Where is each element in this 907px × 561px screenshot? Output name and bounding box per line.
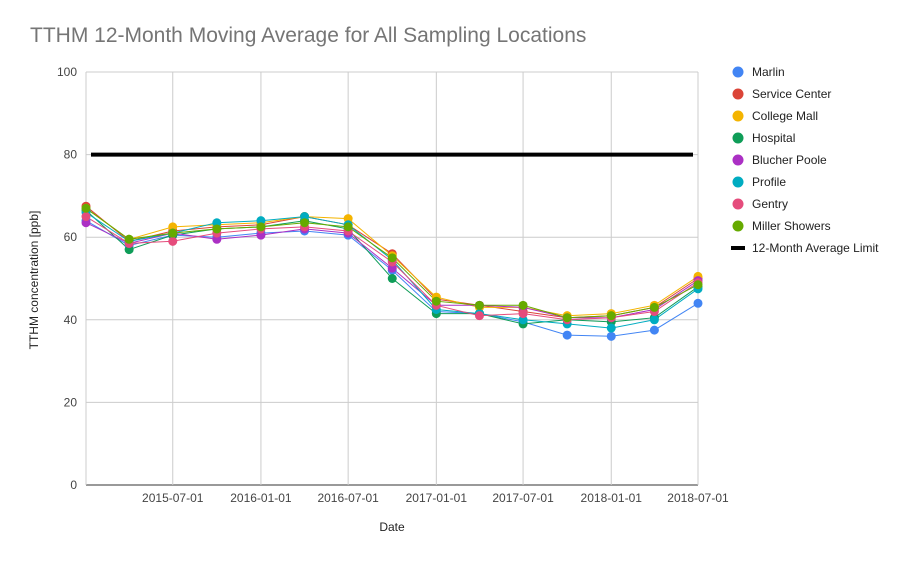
legend-label: Service Center <box>752 87 831 101</box>
data-point <box>343 214 353 224</box>
x-axis-label: Date <box>379 520 405 534</box>
data-point <box>387 253 397 263</box>
data-points <box>81 201 703 341</box>
data-point <box>649 325 659 335</box>
x-tick-label: 2016-01-01 <box>230 491 292 505</box>
data-point <box>518 300 528 310</box>
y-tick-label: 100 <box>57 65 77 79</box>
data-point <box>606 331 616 341</box>
legend-marker <box>732 176 744 188</box>
y-tick-label: 60 <box>64 230 78 244</box>
data-point <box>562 330 572 340</box>
data-point <box>81 203 91 213</box>
data-point <box>693 298 703 308</box>
data-point <box>518 315 528 325</box>
x-tick-label: 2017-07-01 <box>492 491 554 505</box>
data-point <box>81 212 91 222</box>
data-point <box>168 228 178 238</box>
data-point <box>387 274 397 283</box>
legend-label: Marlin <box>752 65 785 79</box>
legend-marker <box>732 154 744 166</box>
y-tick-label: 80 <box>64 148 78 162</box>
legend-label: College Mall <box>752 109 818 123</box>
legend-marker <box>732 198 744 210</box>
x-tick-label: 2018-01-01 <box>581 491 643 505</box>
data-point <box>387 263 397 273</box>
data-point <box>124 245 134 255</box>
chart-title: TTHM 12-Month Moving Average for All Sam… <box>30 24 587 47</box>
data-point <box>693 280 703 290</box>
legend-marker <box>732 88 744 100</box>
data-point <box>562 313 572 323</box>
data-point <box>168 236 178 246</box>
data-point <box>649 315 659 325</box>
data-point <box>518 309 528 319</box>
gridlines <box>85 71 699 486</box>
data-point <box>124 234 134 244</box>
legend-label: 12-Month Average Limit <box>752 241 879 255</box>
x-tick-label: 2015-07-01 <box>142 491 204 505</box>
legend-label: Blucher Poole <box>752 153 827 167</box>
data-point <box>474 311 484 321</box>
data-point <box>256 230 266 240</box>
data-point <box>649 302 659 312</box>
legend-label: Gentry <box>752 197 788 211</box>
legend-marker <box>732 220 744 232</box>
data-point <box>256 216 266 226</box>
y-tick-labels: 0 20 40 60 80 100 <box>57 65 77 492</box>
data-point <box>606 311 616 321</box>
x-tick-label: 2017-01-01 <box>406 491 468 505</box>
legend-marker <box>732 66 744 78</box>
data-point <box>168 222 178 232</box>
y-tick-label: 40 <box>64 313 78 327</box>
data-point <box>606 323 616 333</box>
data-point <box>300 218 310 228</box>
data-point <box>431 296 441 306</box>
data-point <box>212 218 222 228</box>
data-point <box>212 224 222 234</box>
x-tick-label: 2016-07-01 <box>317 491 379 505</box>
legend-label: Profile <box>752 175 786 189</box>
legend-label: Hospital <box>752 131 795 145</box>
y-tick-label: 0 <box>70 478 77 492</box>
data-point <box>300 212 310 222</box>
y-axis-label: TTHM concentration [ppb] <box>27 211 41 350</box>
data-point <box>256 222 266 232</box>
x-tick-labels: 2015-07-01 2016-01-01 2016-07-01 2017-01-01… <box>142 491 729 505</box>
data-point <box>474 300 484 310</box>
data-point <box>81 218 91 228</box>
legend-marker <box>732 110 744 122</box>
x-tick-label: 2018-07-01 <box>667 491 729 505</box>
data-point <box>343 222 353 232</box>
legend: Marlin Service Center College Mall Hospital… <box>731 65 879 255</box>
y-tick-label: 20 <box>64 395 78 409</box>
legend-label: Miller Showers <box>752 219 831 233</box>
data-point <box>212 234 222 244</box>
legend-marker <box>732 132 744 144</box>
